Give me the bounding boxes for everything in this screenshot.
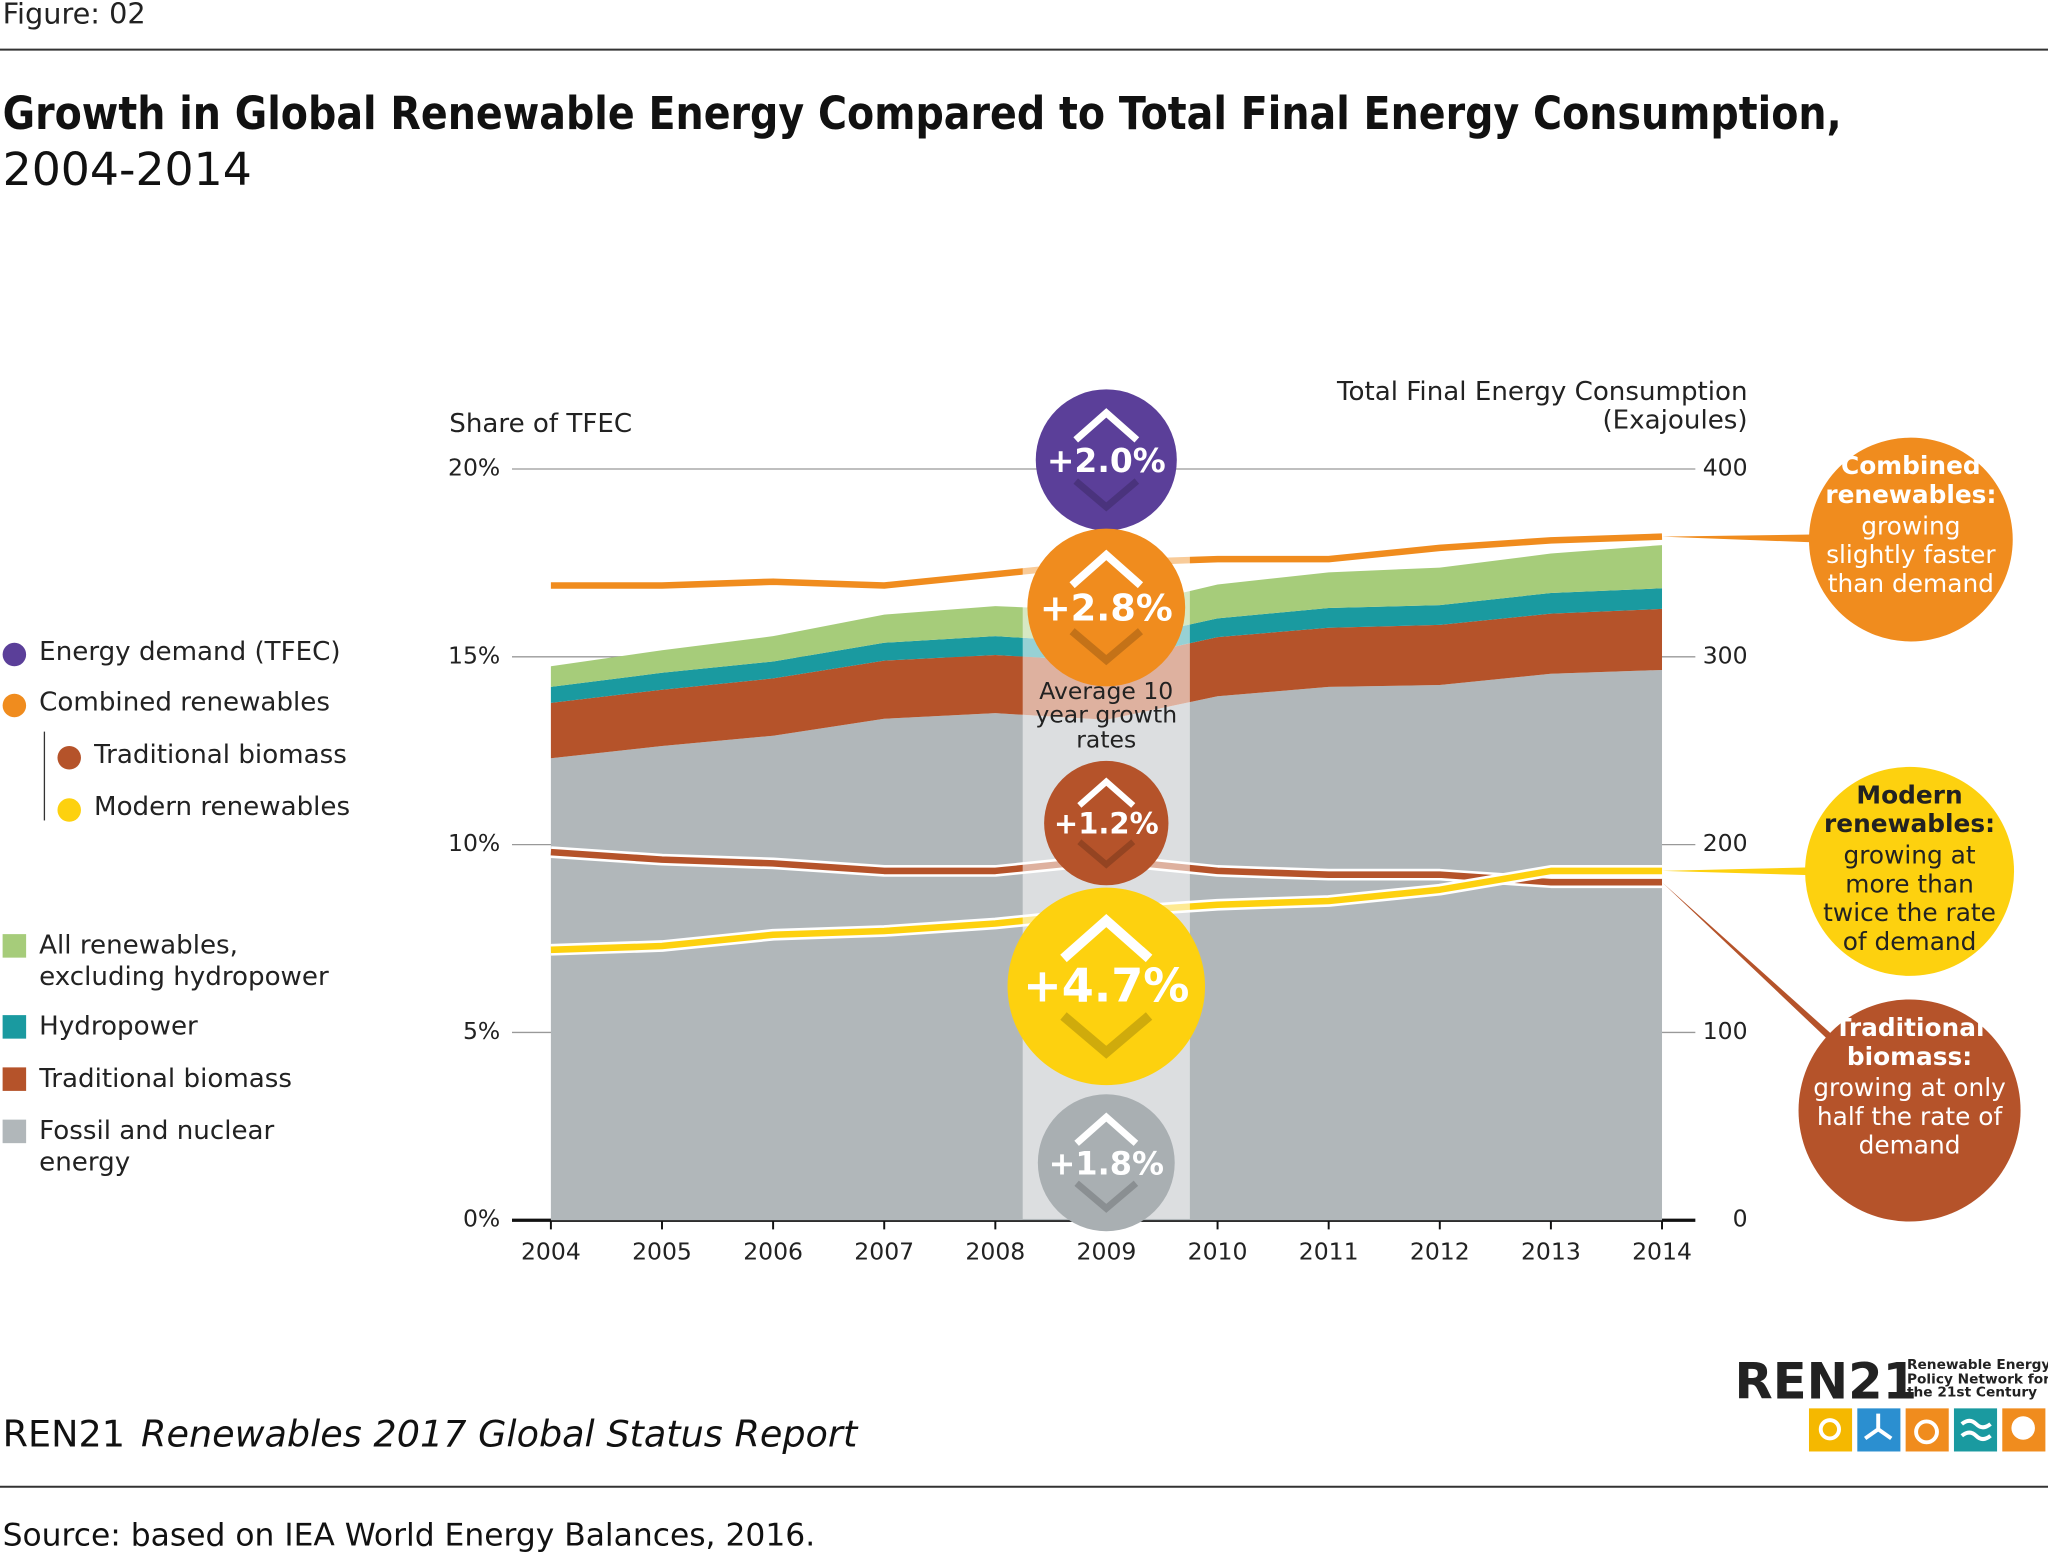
- y2-axis-label: Total Final Energy Consumption (Exajoule…: [1337, 377, 1748, 435]
- callout-text: growing at only half the rate of demand: [1813, 1075, 2006, 1160]
- callout-text: growing at more than twice the rate of d…: [1823, 842, 1996, 956]
- legend-label-box: All renewables, excluding hydropower: [39, 928, 329, 992]
- growth-label: +2.8%: [1040, 587, 1173, 630]
- legend-swatch: [2, 1119, 27, 1144]
- footer-publisher: REN21: [3, 1412, 125, 1455]
- y2-axis-label-box: Total Final Energy Consumption (Exajoule…: [1337, 377, 1748, 435]
- growth-circle: [1027, 528, 1186, 687]
- callout-title: Traditional biomass:: [1834, 1015, 1985, 1072]
- chevron-up: [1077, 777, 1136, 808]
- legend-label: Traditional biomass: [94, 740, 347, 770]
- legend-label-box: Traditional biomass: [39, 1062, 293, 1094]
- x-tick-label: 2007: [854, 1237, 914, 1265]
- growth-label: +2.0%: [1047, 441, 1166, 480]
- y-tick-label: 5%: [463, 1017, 500, 1045]
- growth-circle: [1035, 389, 1177, 531]
- growth-circle: [1007, 887, 1206, 1086]
- y2-tick-label: 200: [1703, 829, 1748, 857]
- logo-tagline-box: Renewable Energy Policy Network for the …: [1906, 1358, 2048, 1401]
- legend-swatch: [57, 745, 81, 770]
- legend-label: Fossil and nuclear energy: [39, 1114, 275, 1178]
- y-tick-label: 10%: [448, 829, 500, 857]
- y2-tick-label: 100: [1703, 1017, 1748, 1045]
- legend-swatch: [2, 1067, 27, 1091]
- callout-text-box: growing at only half the rate of demand: [1813, 1075, 2006, 1160]
- legend-swatch: [2, 693, 27, 718]
- growth-label: +1.2%: [1054, 807, 1159, 841]
- x-tick-label: 2008: [965, 1237, 1025, 1265]
- chevron-down: [1074, 1180, 1139, 1213]
- x-tick-label: 2010: [1188, 1237, 1248, 1265]
- legend-label-box: Traditional biomass: [94, 740, 347, 770]
- x-tick-label: 2006: [743, 1237, 803, 1265]
- legend-label: Modern renewables: [94, 793, 351, 822]
- legend-label-box: Fossil and nuclear energy: [39, 1114, 275, 1178]
- logo-tagline: Renewable Energy Policy Network for the …: [1906, 1358, 2048, 1401]
- legend-label-box: Energy demand (TFEC): [39, 637, 341, 667]
- y2-tick-label: 0: [1733, 1205, 1748, 1233]
- x-tick-label: 2014: [1632, 1237, 1692, 1265]
- callout-title: Combined renewables:: [1825, 453, 1997, 510]
- x-tick-label: 2005: [632, 1237, 692, 1265]
- y-tick-label: 20%: [448, 454, 500, 482]
- logo-name: REN21: [1735, 1352, 1918, 1410]
- legend-label: Traditional biomass: [39, 1062, 293, 1094]
- callout-text-box: growing at more than twice the rate of d…: [1823, 842, 1996, 956]
- y2-tick-label: 300: [1703, 641, 1748, 669]
- legend-label: Combined renewables: [39, 688, 330, 718]
- legend-label-box: Modern renewables: [94, 793, 351, 822]
- callout-text-box: growing slightly faster than demand: [1826, 513, 1996, 598]
- legend-swatch: [2, 642, 27, 667]
- callout-circle: [1805, 766, 2015, 976]
- chevron-up: [1069, 549, 1144, 589]
- callout-text: growing slightly faster than demand: [1826, 513, 1996, 598]
- footer-report: Renewables 2017 Global Status Report: [141, 1412, 859, 1455]
- legend-swatch: [2, 1015, 27, 1039]
- chevron-down: [1060, 1012, 1153, 1059]
- growth-label: +4.7%: [1023, 958, 1189, 1012]
- callout-circle: [1798, 999, 2021, 1222]
- x-tick-label: 2004: [521, 1237, 581, 1265]
- growth-circle: [1044, 760, 1169, 886]
- legend-label: Energy demand (TFEC): [39, 637, 341, 667]
- x-tick-label: 2012: [1410, 1237, 1470, 1265]
- chevron-up: [1074, 1112, 1139, 1146]
- legend-swatch: [57, 798, 81, 822]
- legend-label: All renewables, excluding hydropower: [39, 928, 329, 992]
- y-axis-label: Share of TFEC: [449, 409, 632, 439]
- y2-tick-label: 400: [1703, 454, 1748, 482]
- growth-circle: [1037, 1094, 1175, 1232]
- y-tick-label: 0%: [463, 1205, 500, 1233]
- legend-label-box: Combined renewables: [39, 688, 330, 718]
- x-tick-label: 2011: [1299, 1237, 1359, 1265]
- growth-caption-box: Average 10 year growth rates: [1035, 680, 1178, 754]
- callout-title-box: Modern renewables:: [1824, 782, 1996, 839]
- chevron-down: [1069, 628, 1144, 666]
- chart-subtitle: 2004-2014: [3, 143, 252, 196]
- x-tick-label: 2013: [1521, 1237, 1581, 1265]
- legend-label-box: Hydropower: [39, 1009, 198, 1042]
- legend-label: Hydropower: [39, 1009, 198, 1042]
- callout-title: Modern renewables:: [1824, 782, 1996, 839]
- y-tick-label: 15%: [448, 641, 500, 669]
- chevron-down: [1077, 839, 1136, 869]
- figure-label: Figure: 02: [3, 0, 146, 31]
- logo-icons: [1808, 1408, 2046, 1452]
- x-tick-label: 2009: [1077, 1237, 1137, 1265]
- chevron-up: [1060, 913, 1153, 963]
- callout-circle: [1808, 437, 2013, 642]
- chevron-down: [1073, 478, 1140, 512]
- callout-title-box: Combined renewables:: [1825, 453, 1997, 510]
- legend-swatch: [2, 934, 27, 958]
- growth-label: +1.8%: [1049, 1144, 1164, 1182]
- chart-title: Growth in Global Renewable Energy Compar…: [3, 87, 1842, 140]
- footer-source: Source: based on IEA World Energy Balanc…: [3, 1517, 816, 1553]
- callout-title-box: Traditional biomass:: [1834, 1015, 1985, 1072]
- growth-caption: Average 10 year growth rates: [1035, 680, 1178, 754]
- chevron-up: [1073, 408, 1140, 443]
